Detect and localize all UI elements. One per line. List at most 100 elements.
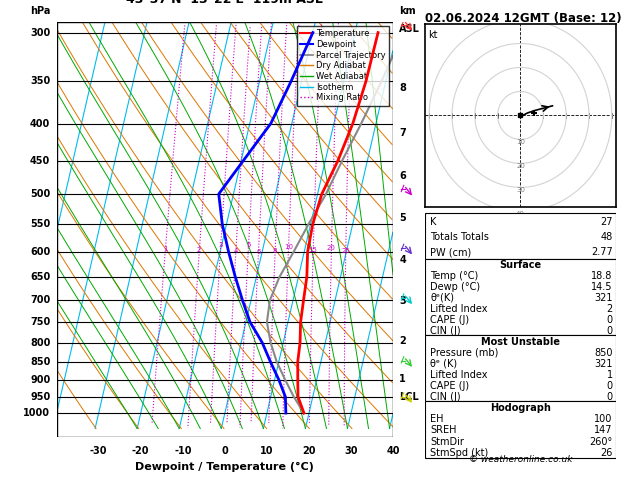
Text: 18.8: 18.8 bbox=[591, 271, 613, 281]
Text: SREH: SREH bbox=[430, 425, 457, 435]
Text: 5: 5 bbox=[399, 213, 406, 224]
Text: 20: 20 bbox=[516, 163, 525, 170]
Text: 800: 800 bbox=[30, 338, 50, 347]
Text: 2: 2 bbox=[399, 335, 406, 346]
Text: K: K bbox=[430, 217, 437, 227]
Text: 0: 0 bbox=[606, 315, 613, 325]
Bar bbox=[425, 259, 616, 335]
Text: 321: 321 bbox=[594, 293, 613, 303]
Text: 10: 10 bbox=[284, 244, 293, 250]
Text: 25: 25 bbox=[342, 248, 350, 255]
Legend: Temperature, Dewpoint, Parcel Trajectory, Dry Adiabat, Wet Adiabat, Isotherm, Mi: Temperature, Dewpoint, Parcel Trajectory… bbox=[297, 26, 389, 105]
Text: CAPE (J): CAPE (J) bbox=[430, 315, 469, 325]
Text: 100: 100 bbox=[594, 414, 613, 424]
Text: 27: 27 bbox=[600, 217, 613, 227]
Text: 400: 400 bbox=[30, 119, 50, 128]
Text: 10: 10 bbox=[260, 446, 274, 455]
Text: 700: 700 bbox=[30, 295, 50, 305]
Text: 2: 2 bbox=[606, 304, 613, 314]
Text: 1000: 1000 bbox=[23, 408, 50, 418]
Text: 8: 8 bbox=[273, 247, 277, 254]
Text: 850: 850 bbox=[594, 347, 613, 358]
Text: © weatheronline.co.uk: © weatheronline.co.uk bbox=[469, 455, 572, 464]
Text: 550: 550 bbox=[30, 219, 50, 229]
Text: CIN (J): CIN (J) bbox=[430, 392, 461, 402]
Text: 0: 0 bbox=[606, 326, 613, 336]
Text: 40: 40 bbox=[386, 446, 400, 455]
Text: Dewpoint / Temperature (°C): Dewpoint / Temperature (°C) bbox=[135, 462, 314, 472]
Text: 20: 20 bbox=[327, 245, 336, 251]
Text: CIN (J): CIN (J) bbox=[430, 326, 461, 336]
Text: 30: 30 bbox=[516, 188, 525, 193]
Text: 1: 1 bbox=[399, 374, 406, 384]
Text: -10: -10 bbox=[174, 446, 192, 455]
Text: 450: 450 bbox=[30, 156, 50, 166]
Text: 350: 350 bbox=[30, 76, 50, 87]
Text: Most Unstable: Most Unstable bbox=[481, 337, 560, 347]
Text: 850: 850 bbox=[30, 357, 50, 367]
Text: 0: 0 bbox=[221, 446, 228, 455]
Text: Totals Totals: Totals Totals bbox=[430, 232, 489, 242]
Text: 600: 600 bbox=[30, 246, 50, 257]
Text: Temp (°C): Temp (°C) bbox=[430, 271, 479, 281]
Text: Lifted Index: Lifted Index bbox=[430, 370, 488, 380]
Bar bbox=[425, 335, 616, 401]
Text: 1: 1 bbox=[606, 370, 613, 380]
Text: StmSpd (kt): StmSpd (kt) bbox=[430, 448, 489, 458]
Text: LCL: LCL bbox=[399, 392, 419, 402]
Text: CAPE (J): CAPE (J) bbox=[430, 381, 469, 391]
Text: km: km bbox=[399, 6, 416, 16]
Text: -30: -30 bbox=[90, 446, 108, 455]
Text: ASL: ASL bbox=[399, 24, 420, 34]
Text: 1: 1 bbox=[163, 246, 167, 252]
Text: 40: 40 bbox=[516, 211, 525, 217]
Text: 20: 20 bbox=[303, 446, 316, 455]
Text: 650: 650 bbox=[30, 272, 50, 282]
Text: Surface: Surface bbox=[499, 260, 542, 270]
Text: EH: EH bbox=[430, 414, 444, 424]
Text: hPa: hPa bbox=[30, 6, 50, 16]
Text: Mixing Ratio (g/kg): Mixing Ratio (g/kg) bbox=[431, 212, 440, 292]
Text: StmDir: StmDir bbox=[430, 437, 464, 447]
Text: 30: 30 bbox=[344, 446, 358, 455]
Text: 2.77: 2.77 bbox=[591, 247, 613, 258]
Text: 0: 0 bbox=[606, 381, 613, 391]
Text: 14.5: 14.5 bbox=[591, 282, 613, 292]
Text: 5: 5 bbox=[246, 243, 250, 248]
Text: 10: 10 bbox=[516, 139, 525, 145]
Text: Dewp (°C): Dewp (°C) bbox=[430, 282, 481, 292]
Text: θᵉ(K): θᵉ(K) bbox=[430, 293, 454, 303]
Text: 500: 500 bbox=[30, 189, 50, 199]
Text: Lifted Index: Lifted Index bbox=[430, 304, 488, 314]
Text: 0: 0 bbox=[606, 392, 613, 402]
Text: 147: 147 bbox=[594, 425, 613, 435]
Text: Pressure (mb): Pressure (mb) bbox=[430, 347, 499, 358]
Text: 15: 15 bbox=[309, 247, 318, 253]
Bar bbox=[425, 401, 616, 458]
Text: 750: 750 bbox=[30, 317, 50, 327]
Text: 43°37'N  13°22'E  119m ASL: 43°37'N 13°22'E 119m ASL bbox=[126, 0, 323, 6]
Text: PW (cm): PW (cm) bbox=[430, 247, 472, 258]
Text: 321: 321 bbox=[594, 359, 613, 369]
Text: θᵉ (K): θᵉ (K) bbox=[430, 359, 457, 369]
Text: kt: kt bbox=[428, 30, 438, 40]
Text: 2: 2 bbox=[197, 247, 201, 253]
Text: 300: 300 bbox=[30, 28, 50, 37]
Text: 26: 26 bbox=[600, 448, 613, 458]
Text: 3: 3 bbox=[218, 242, 223, 248]
Text: 950: 950 bbox=[30, 392, 50, 402]
Text: Hodograph: Hodograph bbox=[490, 403, 551, 413]
Text: 8: 8 bbox=[399, 84, 406, 93]
Text: 4: 4 bbox=[399, 255, 406, 265]
Text: 900: 900 bbox=[30, 375, 50, 385]
Text: 7: 7 bbox=[399, 128, 406, 138]
Text: -20: -20 bbox=[132, 446, 150, 455]
Text: 02.06.2024 12GMT (Base: 12): 02.06.2024 12GMT (Base: 12) bbox=[425, 12, 621, 25]
Text: 260°: 260° bbox=[589, 437, 613, 447]
Text: 6: 6 bbox=[256, 248, 260, 255]
Text: 48: 48 bbox=[600, 232, 613, 242]
Bar bbox=[425, 213, 616, 259]
Text: 4: 4 bbox=[233, 248, 238, 254]
Text: 6: 6 bbox=[399, 171, 406, 181]
Text: 3: 3 bbox=[399, 296, 406, 306]
